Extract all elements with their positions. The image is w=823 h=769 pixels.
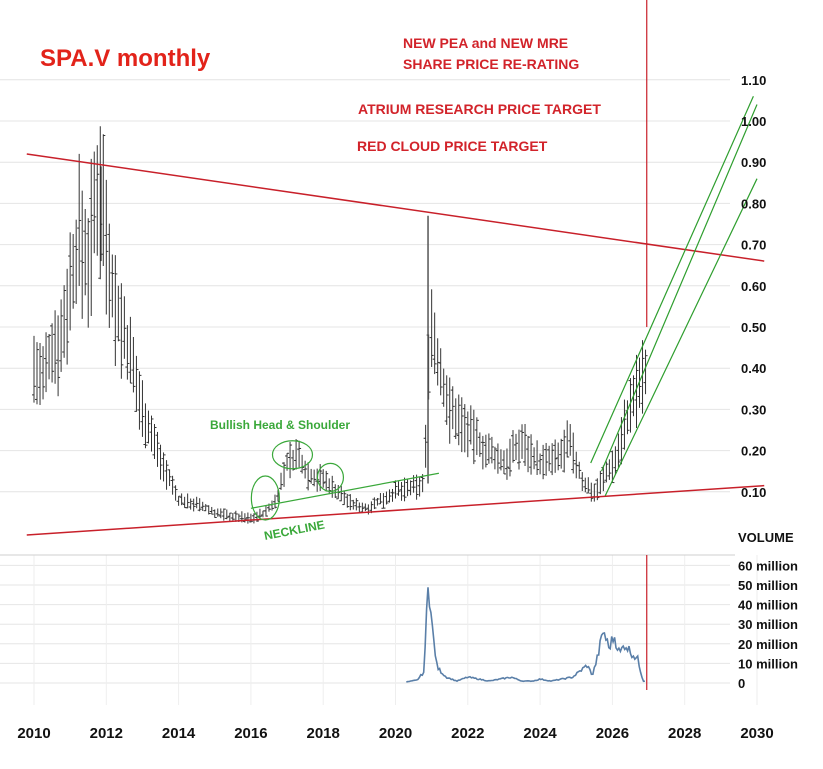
resistance-line (26, 153, 765, 262)
x-tick-label: 2028 (668, 725, 701, 742)
channel-upper-line (590, 96, 754, 464)
pattern-ellipse (316, 462, 345, 492)
x-tick-label: 2012 (90, 725, 123, 742)
price-tick-label: 0.20 (741, 444, 766, 459)
volume-tick-label: 40 million (738, 598, 798, 613)
price-tick-label: 0.80 (741, 196, 766, 211)
x-tick-label: 2020 (379, 725, 412, 742)
trendlines (26, 0, 765, 690)
annotation-head-shoulder: Bullish Head & Shoulder (210, 418, 350, 432)
price-tick-label: 0.30 (741, 402, 766, 417)
x-tick-label: 2030 (740, 725, 773, 742)
channel-lower-line (604, 178, 758, 497)
volume-tick-label: 0 (738, 676, 745, 691)
axes: 0.10 0.20 0.30 0.40 0.50 0.60 0.70 0.80 0.90 1.00… (17, 73, 798, 742)
x-tick-label: 2026 (596, 725, 629, 742)
volume-tick-label: 30 million (738, 617, 798, 632)
volume-axis-label: VOLUME (738, 530, 794, 545)
support-line (26, 484, 765, 536)
x-tick-label: 2014 (162, 725, 196, 742)
volume-series-line (406, 587, 645, 683)
gridlines (0, 79, 758, 705)
x-tick-label: 2018 (307, 725, 340, 742)
price-tick-label: 0.70 (741, 238, 766, 253)
price-tick-label: 1.00 (741, 114, 766, 129)
annotation-rerating: SHARE PRICE RE-RATING (403, 56, 579, 72)
chart-title: SPA.V monthly (40, 45, 211, 72)
annotation-atrium-target: ATRIUM RESEARCH PRICE TARGET (358, 101, 601, 117)
price-tick-label: 0.50 (741, 320, 766, 335)
price-tick-label: 0.10 (741, 485, 766, 500)
volume-panel (406, 587, 645, 683)
candles (32, 126, 648, 524)
price-tick-label: 0.90 (741, 155, 766, 170)
x-tick-label: 2010 (17, 725, 50, 742)
annotation-neckline: NECKLINE (263, 517, 326, 542)
price-tick-label: 1.10 (741, 73, 766, 88)
price-tick-label: 0.40 (741, 361, 766, 376)
volume-tick-label: 20 million (738, 637, 798, 652)
annotation-pea-mre: NEW PEA and NEW MRE (403, 35, 568, 51)
x-tick-label: 2024 (523, 725, 557, 742)
neckline-line (250, 472, 439, 509)
pattern-ellipse (250, 475, 280, 521)
volume-tick-label: 60 million (738, 558, 798, 573)
volume-tick-label: 50 million (738, 578, 798, 593)
volume-tick-label: 10 million (738, 656, 798, 671)
price-tick-label: 0.60 (741, 279, 766, 294)
x-tick-label: 2016 (234, 725, 267, 742)
channel-upper-line-2 (601, 104, 758, 472)
annotation-red-cloud-target: RED CLOUD PRICE TARGET (357, 138, 548, 154)
x-tick-label: 2022 (451, 725, 484, 742)
pattern-ellipse (271, 440, 314, 470)
